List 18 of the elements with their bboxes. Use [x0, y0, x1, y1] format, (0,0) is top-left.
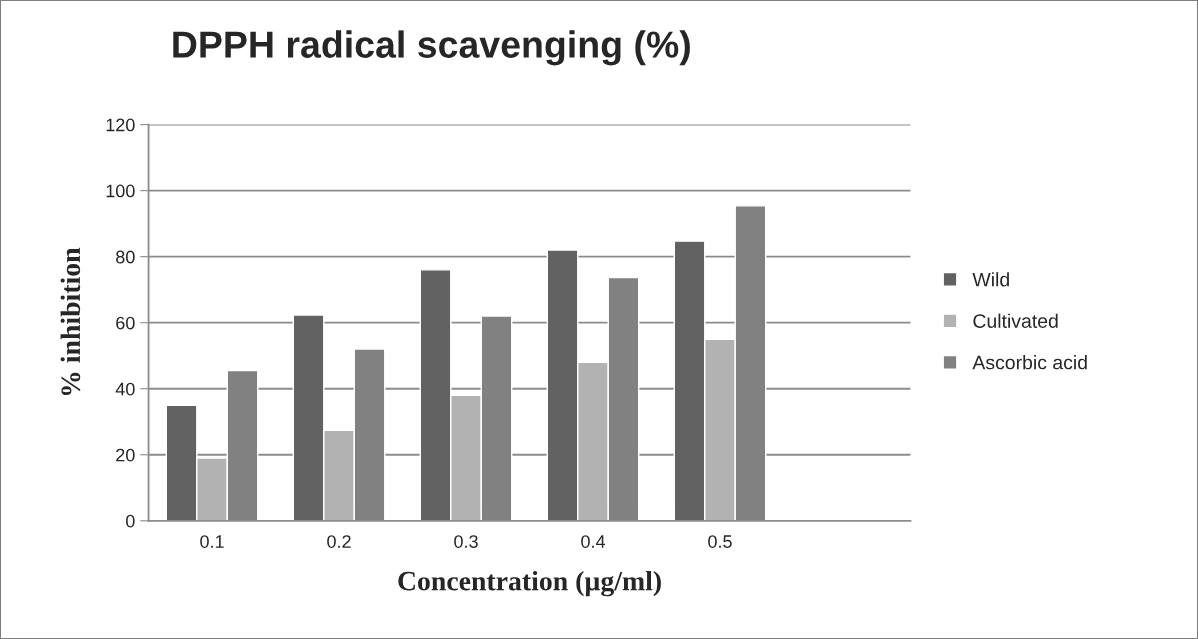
legend-label: Ascorbic acid	[972, 355, 1087, 370]
chart-title: DPPH radical scavenging (%)	[173, 30, 690, 66]
y-tick-label: 100	[106, 184, 135, 198]
x-tick-label: 0.5	[708, 535, 732, 548]
legend-label: Wild	[972, 272, 1009, 287]
y-tick-label: 0	[126, 514, 135, 528]
y-tick-label: 20	[116, 448, 135, 462]
y-axis-title: % inhibition	[60, 247, 81, 396]
y-tick-label: 60	[116, 316, 135, 330]
y-tick-label: 40	[115, 382, 135, 396]
y-tick-label: 80	[116, 250, 135, 264]
x-tick-label: 0.4	[581, 535, 606, 548]
x-axis-title: Concentration (µg/ml)	[398, 570, 661, 597]
x-tick-label: 0.1	[200, 535, 224, 548]
x-tick-label: 0.2	[327, 535, 351, 548]
x-tick-label: 0.3	[454, 535, 478, 548]
y-tick-label: 120	[106, 118, 135, 132]
legend-label: Cultivated	[973, 313, 1058, 328]
